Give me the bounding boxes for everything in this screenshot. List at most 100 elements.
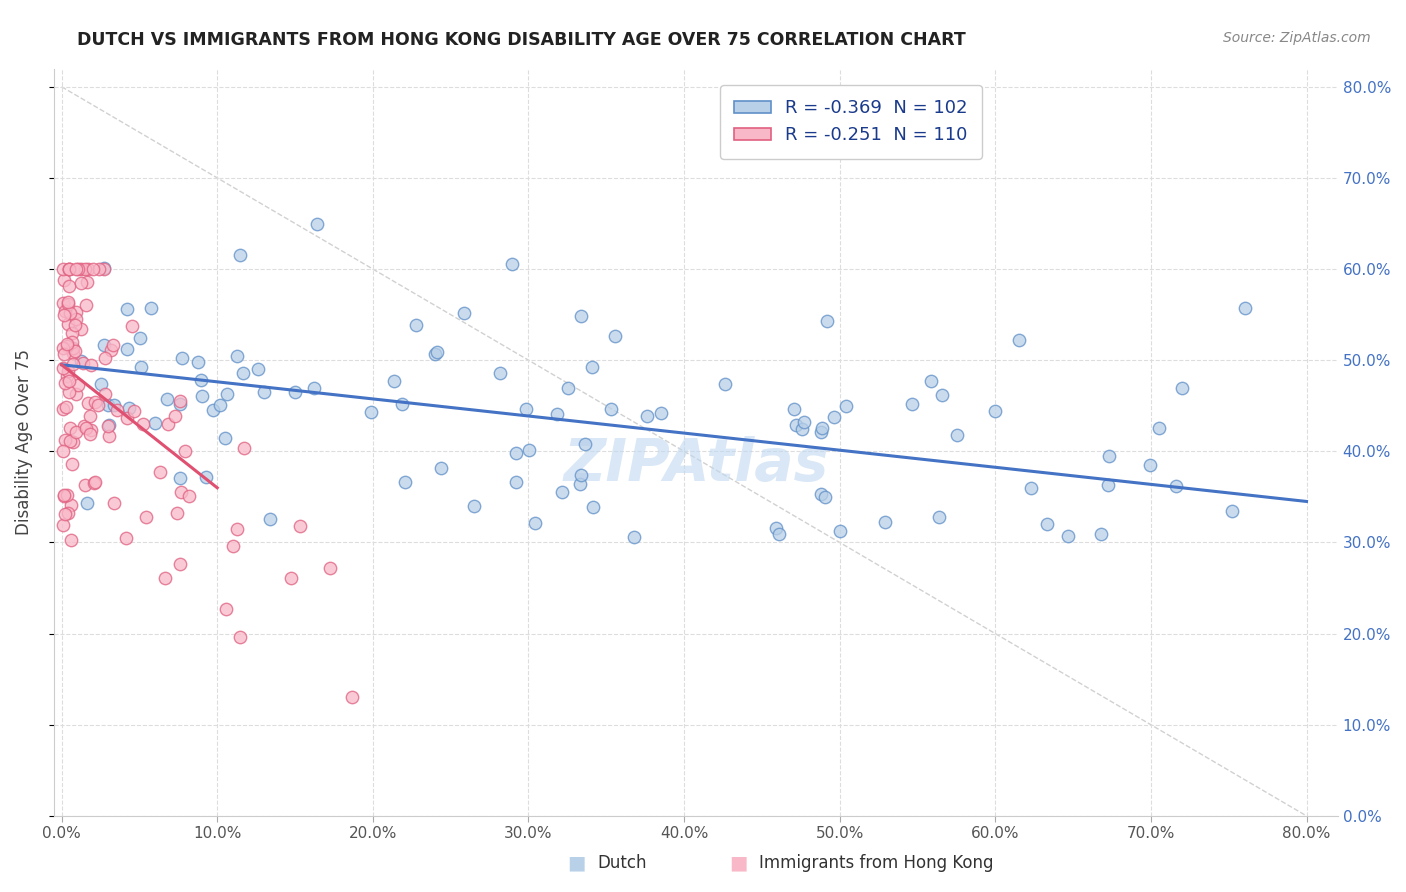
- Dutch: [115, 302, 138, 317]
- Dutch: [1097, 477, 1119, 491]
- Immigrants from Hong Kong: [58, 279, 80, 293]
- Dutch: [605, 329, 627, 343]
- Immigrants from Hong Kong: [69, 276, 91, 290]
- Dutch: [569, 309, 592, 323]
- Dutch: [169, 397, 191, 411]
- Dutch: [928, 510, 950, 524]
- Y-axis label: Disability Age Over 75: Disability Age Over 75: [15, 349, 32, 535]
- Dutch: [156, 392, 179, 406]
- Dutch: [93, 338, 115, 352]
- Immigrants from Hong Kong: [319, 560, 342, 574]
- Immigrants from Hong Kong: [63, 343, 86, 358]
- Immigrants from Hong Kong: [149, 465, 172, 479]
- Immigrants from Hong Kong: [65, 262, 87, 277]
- Dutch: [253, 384, 276, 399]
- Dutch: [1220, 504, 1243, 518]
- Immigrants from Hong Kong: [55, 400, 77, 414]
- Immigrants from Hong Kong: [63, 318, 86, 332]
- Immigrants from Hong Kong: [60, 334, 83, 349]
- Dutch: [714, 376, 737, 391]
- Immigrants from Hong Kong: [56, 317, 79, 331]
- Immigrants from Hong Kong: [69, 322, 91, 336]
- Dutch: [828, 524, 851, 539]
- Dutch: [557, 381, 579, 395]
- Immigrants from Hong Kong: [288, 518, 311, 533]
- Immigrants from Hong Kong: [60, 457, 83, 471]
- Dutch: [810, 487, 832, 501]
- Dutch: [208, 399, 231, 413]
- Dutch: [1019, 481, 1042, 495]
- Dutch: [582, 500, 605, 515]
- Dutch: [217, 387, 239, 401]
- Dutch: [169, 471, 191, 485]
- Dutch: [1056, 529, 1078, 543]
- Immigrants from Hong Kong: [103, 496, 125, 510]
- Immigrants from Hong Kong: [122, 403, 145, 417]
- Immigrants from Hong Kong: [59, 306, 82, 320]
- Dutch: [815, 314, 838, 328]
- Immigrants from Hong Kong: [62, 357, 84, 371]
- Dutch: [97, 398, 120, 412]
- Dutch: [214, 430, 236, 444]
- Immigrants from Hong Kong: [52, 296, 75, 310]
- Dutch: [873, 515, 896, 529]
- Dutch: [1234, 301, 1257, 316]
- Dutch: [505, 446, 527, 460]
- Immigrants from Hong Kong: [76, 396, 98, 410]
- Dutch: [128, 331, 150, 345]
- Dutch: [1098, 449, 1121, 463]
- Immigrants from Hong Kong: [82, 262, 104, 277]
- Dutch: [93, 261, 115, 276]
- Dutch: [785, 417, 807, 432]
- Immigrants from Hong Kong: [56, 364, 79, 378]
- Dutch: [931, 388, 953, 402]
- Dutch: [187, 355, 209, 369]
- Text: Immigrants from Hong Kong: Immigrants from Hong Kong: [759, 855, 994, 872]
- Dutch: [581, 360, 603, 375]
- Immigrants from Hong Kong: [342, 690, 364, 705]
- Immigrants from Hong Kong: [121, 318, 143, 333]
- Dutch: [118, 401, 141, 416]
- Dutch: [202, 403, 225, 417]
- Text: ■: ■: [567, 854, 586, 872]
- Dutch: [226, 350, 249, 364]
- Dutch: [463, 499, 485, 513]
- Dutch: [623, 530, 645, 544]
- Immigrants from Hong Kong: [89, 262, 111, 277]
- Immigrants from Hong Kong: [67, 262, 90, 277]
- Immigrants from Hong Kong: [94, 386, 117, 401]
- Dutch: [793, 415, 815, 429]
- Dutch: [232, 366, 254, 380]
- Immigrants from Hong Kong: [56, 297, 79, 311]
- Immigrants from Hong Kong: [52, 361, 75, 376]
- Immigrants from Hong Kong: [52, 444, 75, 458]
- Immigrants from Hong Kong: [215, 602, 238, 616]
- Dutch: [453, 306, 475, 320]
- Immigrants from Hong Kong: [75, 298, 97, 312]
- Immigrants from Hong Kong: [60, 326, 83, 340]
- Dutch: [505, 475, 527, 490]
- Immigrants from Hong Kong: [56, 294, 79, 309]
- Immigrants from Hong Kong: [67, 377, 90, 392]
- Dutch: [823, 409, 845, 424]
- Immigrants from Hong Kong: [58, 262, 80, 277]
- Immigrants from Hong Kong: [52, 517, 75, 532]
- Immigrants from Hong Kong: [65, 305, 87, 319]
- Immigrants from Hong Kong: [65, 387, 87, 401]
- Immigrants from Hong Kong: [73, 418, 96, 433]
- Dutch: [115, 343, 138, 357]
- Immigrants from Hong Kong: [84, 475, 107, 489]
- Text: ZIPAtlas: ZIPAtlas: [562, 436, 828, 493]
- Immigrants from Hong Kong: [76, 262, 98, 277]
- Immigrants from Hong Kong: [75, 420, 97, 434]
- Dutch: [1035, 517, 1057, 532]
- Dutch: [517, 443, 540, 458]
- Immigrants from Hong Kong: [53, 304, 76, 318]
- Text: Dutch: Dutch: [598, 855, 647, 872]
- Dutch: [920, 374, 942, 388]
- Dutch: [246, 361, 269, 376]
- Immigrants from Hong Kong: [97, 418, 120, 433]
- Immigrants from Hong Kong: [65, 311, 87, 326]
- Dutch: [636, 409, 658, 424]
- Immigrants from Hong Kong: [80, 358, 103, 372]
